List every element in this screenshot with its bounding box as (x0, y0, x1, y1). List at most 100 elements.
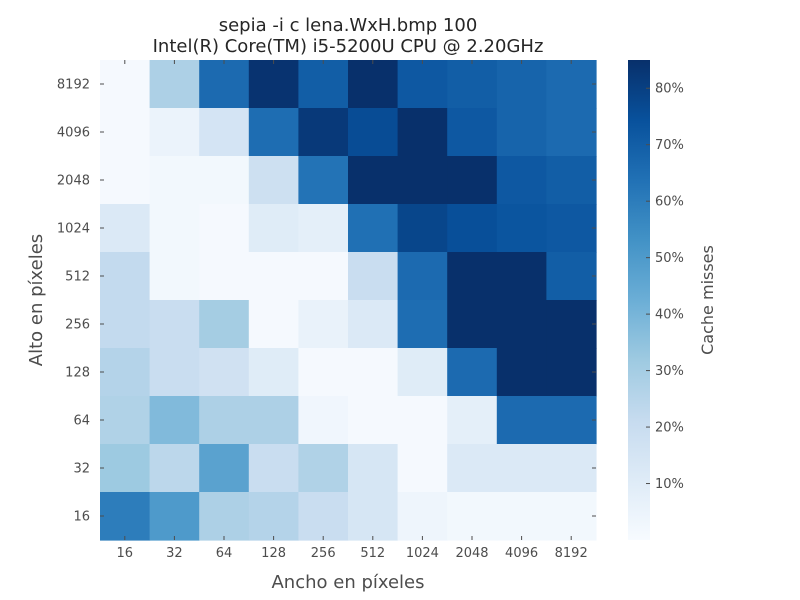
heatmap-cell (298, 396, 349, 445)
heatmap-cell (496, 492, 547, 541)
heatmap-cell (348, 156, 399, 205)
heatmap-cell (298, 444, 349, 493)
heatmap-cell (100, 252, 151, 301)
x-tick-label: 16 (117, 546, 134, 561)
heatmap-cell (496, 348, 547, 397)
x-axis-ticks: 16 32 64 128 256 512 1024 2048 4096 8192 (117, 60, 588, 561)
colorbar-ticks: 10% 20% 30% 40% 50% 60% 70% 80% (646, 82, 684, 492)
heatmap-cell (447, 156, 498, 205)
colorbar-tick-label: 70% (655, 138, 684, 153)
heatmap-cell (149, 396, 200, 445)
x-tick-label: 256 (311, 546, 336, 561)
y-tick-label: 256 (65, 318, 90, 333)
heatmap-cell (447, 444, 498, 493)
x-tick-label: 32 (166, 546, 183, 561)
heatmap-cell (348, 348, 399, 397)
heatmap-cell (199, 300, 250, 349)
heatmap-cell (248, 204, 299, 253)
y-tick-label: 2048 (57, 174, 90, 189)
heatmap-cell (397, 444, 448, 493)
heatmap-cell (546, 252, 597, 301)
colorbar-tick-label: 50% (655, 251, 684, 266)
heatmap-cell (298, 60, 349, 109)
heatmap-cell (149, 348, 200, 397)
heatmap-cell (100, 396, 151, 445)
colorbar-tick-label: 40% (655, 308, 684, 323)
heatmap-cell (199, 204, 250, 253)
y-tick-label: 16 (73, 510, 90, 525)
heatmap-cell (348, 444, 399, 493)
colorbar-tick-label: 80% (655, 82, 684, 97)
heatmap-cell (248, 396, 299, 445)
heatmap-cell (348, 300, 399, 349)
heatmap-cell (149, 492, 200, 541)
heatmap-cell (248, 108, 299, 157)
heatmap-cell (348, 396, 399, 445)
heatmap-cell (149, 108, 200, 157)
heatmap-cell (100, 60, 151, 109)
heatmap-cell (348, 108, 399, 157)
heatmap-cell (397, 60, 448, 109)
heatmap-cell (100, 348, 151, 397)
heatmap-cell (496, 396, 547, 445)
heatmap-cell (447, 108, 498, 157)
heatmap-cell (149, 444, 200, 493)
heatmap-cell (447, 300, 498, 349)
heatmap-cell (397, 156, 448, 205)
heatmap-cell (397, 108, 448, 157)
y-tick-label: 128 (65, 366, 90, 381)
x-tick-label: 4096 (505, 546, 538, 561)
heatmap-cell (348, 60, 399, 109)
heatmap-cell (447, 252, 498, 301)
heatmap-cell (546, 492, 597, 541)
x-axis-label: Ancho en píxeles (271, 572, 424, 593)
heatmap-cell (100, 444, 151, 493)
heatmap-cell (149, 300, 200, 349)
chart-title-line-2: Intel(R) Core(TM) i5-5200U CPU @ 2.20GHz (153, 36, 544, 57)
x-tick-label: 64 (216, 546, 233, 561)
heatmap-cell (546, 204, 597, 253)
heatmap-cell (348, 252, 399, 301)
heatmap-cell (298, 108, 349, 157)
heatmap-cell (447, 204, 498, 253)
heatmap-cell (496, 108, 547, 157)
heatmap-cell (447, 396, 498, 445)
heatmap-cell (248, 444, 299, 493)
x-tick-label: 128 (261, 546, 286, 561)
heatmap-cell (447, 348, 498, 397)
heatmap-cell (397, 252, 448, 301)
heatmap-cell (397, 204, 448, 253)
heatmap-cell (199, 396, 250, 445)
y-axis-label: Alto en píxeles (26, 234, 47, 366)
colorbar: 10% 20% 30% 40% 50% 60% 70% 80% Cache misses (628, 60, 717, 540)
y-tick-label: 8192 (57, 78, 90, 93)
heatmap-cell (149, 252, 200, 301)
heatmap-cell (397, 300, 448, 349)
heatmap-cell (248, 300, 299, 349)
x-tick-label: 512 (360, 546, 385, 561)
heatmap-cell (397, 492, 448, 541)
heatmap-cell (496, 444, 547, 493)
colorbar-tick-label: 60% (655, 195, 684, 210)
heatmap-cell (546, 60, 597, 109)
heatmap-cell (546, 156, 597, 205)
x-tick-label: 2048 (455, 546, 488, 561)
heatmap-cell (199, 492, 250, 541)
x-tick-label: 1024 (406, 546, 439, 561)
heatmap-cell (298, 252, 349, 301)
heatmap-cell (199, 444, 250, 493)
heatmap-cell (248, 60, 299, 109)
heatmap-cell (149, 204, 200, 253)
heatmap-cell (100, 300, 151, 349)
heatmap-cell (397, 396, 448, 445)
heatmap-cell (496, 252, 547, 301)
heatmap-cell (496, 60, 547, 109)
heatmap-cell (100, 204, 151, 253)
heatmap-cell (100, 156, 151, 205)
heatmap-cell (298, 492, 349, 541)
heatmap-cell (248, 252, 299, 301)
heatmap-cell (248, 348, 299, 397)
heatmap-cell (199, 348, 250, 397)
heatmap-cell (100, 108, 151, 157)
